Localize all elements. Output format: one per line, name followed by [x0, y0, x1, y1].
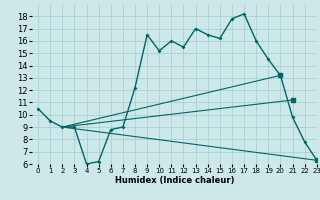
X-axis label: Humidex (Indice chaleur): Humidex (Indice chaleur) — [115, 176, 234, 185]
